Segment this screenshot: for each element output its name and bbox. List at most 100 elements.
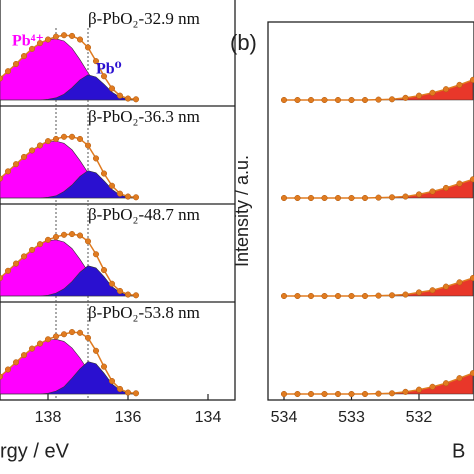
- data-point: [60, 133, 68, 140]
- data-point: [100, 267, 108, 274]
- data-point: [429, 383, 436, 390]
- data-point: [52, 233, 60, 241]
- data-point: [84, 334, 92, 341]
- data-point: [44, 336, 52, 343]
- data-point: [76, 329, 84, 336]
- plot-frame: [0, 0, 236, 401]
- data-point: [92, 155, 100, 162]
- data-point: [280, 292, 288, 300]
- data-point: [415, 289, 423, 296]
- data-point: [442, 283, 450, 290]
- data-point: [321, 194, 328, 202]
- data-point: [124, 291, 132, 298]
- x-tick-label: 532: [406, 409, 433, 426]
- data-point: [68, 133, 76, 140]
- data-point: [52, 135, 60, 143]
- data-point: [415, 92, 423, 99]
- sample-label: β-PbO₂-48.7 nm: [88, 205, 200, 224]
- data-point: [108, 182, 116, 189]
- data-point: [84, 44, 92, 51]
- data-point: [12, 260, 20, 267]
- data-point: [375, 194, 382, 201]
- data-point: [334, 292, 342, 300]
- data-point: [4, 366, 12, 373]
- data-point: [456, 279, 463, 286]
- x-axis-label: rgy / eV: [0, 440, 70, 462]
- plot-frame: [267, 21, 474, 401]
- data-point: [334, 194, 342, 202]
- data-point: [442, 86, 450, 93]
- data-point: [100, 170, 108, 177]
- data-point: [429, 188, 436, 195]
- data-point: [456, 180, 463, 187]
- data-point: [388, 292, 396, 299]
- data-point: [307, 96, 315, 104]
- data-point: [20, 153, 28, 161]
- data-point: [52, 33, 60, 40]
- data-point: [429, 287, 436, 294]
- data-point: [36, 340, 44, 347]
- sample-label: β-PbO₂-36.3 nm: [88, 107, 200, 126]
- data-point: [294, 292, 301, 300]
- data-point: [28, 45, 36, 52]
- data-point: [28, 345, 36, 352]
- data-point: [36, 142, 44, 149]
- data-point: [361, 292, 369, 300]
- panel-label: (b): [230, 30, 257, 55]
- data-point: [456, 375, 463, 382]
- peak-annotation: Pb⁴⁺: [12, 33, 44, 50]
- data-point: [0, 274, 4, 282]
- data-point: [402, 291, 409, 298]
- data-point: [92, 251, 100, 258]
- data-point: [12, 359, 20, 366]
- data-point: [469, 370, 474, 377]
- data-point: [92, 347, 100, 354]
- data-point: [44, 36, 52, 43]
- data-point: [4, 168, 12, 175]
- y-axis-label: Intensity / a.u.: [232, 155, 252, 267]
- data-point: [68, 329, 76, 336]
- data-point: [4, 68, 12, 75]
- data-point: [280, 194, 288, 202]
- data-point: [469, 76, 474, 83]
- data-point: [280, 96, 288, 104]
- data-point: [108, 377, 116, 385]
- data-point: [92, 58, 100, 65]
- data-point: [321, 292, 328, 300]
- data-point: [307, 194, 315, 202]
- data-point: [36, 241, 44, 248]
- data-point: [12, 60, 20, 68]
- data-point: [108, 85, 116, 92]
- data-point: [116, 385, 124, 393]
- data-point: [415, 191, 423, 198]
- data-point: [388, 390, 396, 397]
- data-point: [348, 194, 355, 202]
- data-point: [402, 94, 409, 101]
- data-point: [116, 287, 124, 295]
- data-point: [402, 388, 409, 395]
- data-point: [348, 390, 355, 398]
- data-point: [44, 236, 52, 243]
- data-point: [442, 380, 450, 387]
- data-point: [361, 390, 369, 398]
- data-point: [84, 142, 92, 149]
- data-point: [76, 36, 84, 43]
- data-point: [294, 194, 301, 202]
- sample-label: β-PbO₂-32.9 nm: [88, 9, 200, 28]
- data-point: [124, 95, 132, 102]
- data-point: [44, 138, 52, 145]
- data-point: [4, 267, 12, 274]
- panel: 138 136 134 rgy / eV β-PbO₂-32.9 nm β-PbO₂-36…: [0, 0, 236, 462]
- x-tick-label: 138: [35, 409, 62, 426]
- data-point: [124, 389, 132, 396]
- data-point: [307, 390, 315, 398]
- data-point: [108, 280, 116, 287]
- data-point: [20, 53, 28, 60]
- data-point: [348, 96, 355, 104]
- data-point: [52, 333, 60, 340]
- data-point: [116, 92, 124, 99]
- data-point: [402, 193, 409, 200]
- data-point: [100, 363, 108, 370]
- data-point: [100, 73, 108, 80]
- data-point: [84, 238, 92, 245]
